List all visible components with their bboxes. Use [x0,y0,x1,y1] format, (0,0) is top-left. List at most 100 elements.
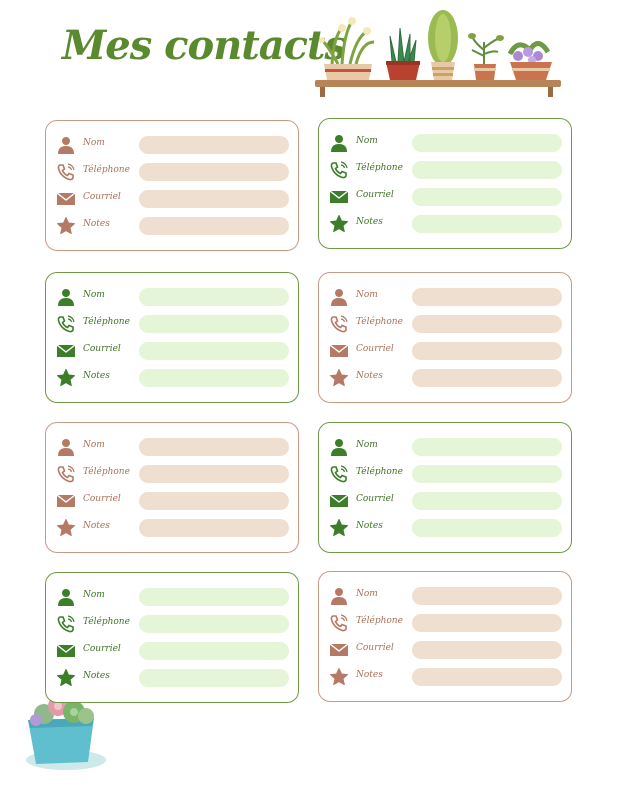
contact-row-notes: Notes [319,368,571,388]
contact-row-phone: Téléphone [46,314,298,334]
phone-field[interactable] [139,465,289,483]
star-icon [329,368,349,388]
contact-row-email: Courriel [319,341,571,361]
person-icon [329,437,349,457]
name-field[interactable] [412,134,562,152]
star-icon [56,518,76,538]
email-field[interactable] [139,642,289,660]
name-label: Nom [356,290,378,300]
contact-row-notes: Notes [319,214,571,234]
email-field[interactable] [139,190,289,208]
notes-field[interactable] [412,519,562,537]
contact-card: Nom Téléphone Courriel Notes [45,272,299,403]
person-icon [56,135,76,155]
contact-card: Nom Téléphone Courriel Notes [45,422,299,553]
notes-field[interactable] [412,215,562,233]
name-field[interactable] [412,288,562,306]
name-label: Nom [356,440,378,450]
envelope-icon [329,341,349,361]
notes-field[interactable] [412,668,562,686]
email-field[interactable] [139,342,289,360]
phone-field[interactable] [412,614,562,632]
notes-field[interactable] [139,369,289,387]
name-field[interactable] [139,438,289,456]
phone-field[interactable] [412,315,562,333]
notes-field[interactable] [139,217,289,235]
contact-row-notes: Notes [319,518,571,538]
contact-row-email: Courriel [46,641,298,661]
contact-row-email: Courriel [46,189,298,209]
phone-label: Téléphone [356,467,403,477]
page-title: Mes contacts [62,22,347,69]
phone-icon [56,464,76,484]
notes-label: Notes [83,521,110,531]
envelope-icon [56,341,76,361]
contact-card: Nom Téléphone Courriel Notes [318,571,572,702]
name-label: Nom [83,290,105,300]
phone-label: Téléphone [356,317,403,327]
notes-field[interactable] [139,519,289,537]
star-icon [329,667,349,687]
phone-field[interactable] [139,615,289,633]
phone-label: Téléphone [83,467,130,477]
contact-card: Nom Téléphone Courriel Notes [318,422,572,553]
email-field[interactable] [412,641,562,659]
notes-label: Notes [356,371,383,381]
contact-row-phone: Téléphone [319,464,571,484]
phone-field[interactable] [139,315,289,333]
contact-row-phone: Téléphone [46,614,298,634]
contact-row-phone: Téléphone [319,160,571,180]
notes-field[interactable] [139,669,289,687]
contact-card: Nom Téléphone Courriel Notes [45,572,299,703]
contact-row-phone: Téléphone [46,464,298,484]
phone-icon [56,162,76,182]
email-label: Courriel [83,494,121,504]
phone-label: Téléphone [83,165,130,175]
person-icon [329,287,349,307]
contact-row-phone: Téléphone [319,613,571,633]
star-icon [56,668,76,688]
notes-label: Notes [356,521,383,531]
notes-field[interactable] [412,369,562,387]
notes-label: Notes [83,371,110,381]
name-field[interactable] [412,587,562,605]
phone-label: Téléphone [356,616,403,626]
contact-row-name: Nom [319,133,571,153]
email-field[interactable] [139,492,289,510]
name-field[interactable] [139,136,289,154]
name-field[interactable] [139,588,289,606]
contact-row-email: Courriel [46,491,298,511]
name-label: Nom [83,440,105,450]
plant-shelf-illustration [315,10,561,97]
star-icon [329,214,349,234]
contact-row-notes: Notes [46,368,298,388]
contact-row-email: Courriel [46,341,298,361]
name-field[interactable] [412,438,562,456]
phone-icon [329,160,349,180]
email-field[interactable] [412,188,562,206]
contact-card: Nom Téléphone Courriel Notes [318,118,572,249]
envelope-icon [56,189,76,209]
phone-field[interactable] [412,465,562,483]
contact-row-email: Courriel [319,491,571,511]
star-icon [329,518,349,538]
phone-label: Téléphone [83,317,130,327]
contact-row-name: Nom [319,287,571,307]
notes-label: Notes [83,671,110,681]
email-label: Courriel [356,190,394,200]
contact-row-notes: Notes [46,668,298,688]
contact-row-phone: Téléphone [46,162,298,182]
envelope-icon [329,640,349,660]
phone-icon [329,464,349,484]
phone-field[interactable] [139,163,289,181]
phone-icon [56,614,76,634]
contact-row-name: Nom [319,586,571,606]
email-field[interactable] [412,342,562,360]
contact-row-name: Nom [319,437,571,457]
phone-field[interactable] [412,161,562,179]
phone-icon [56,314,76,334]
name-field[interactable] [139,288,289,306]
contact-row-name: Nom [46,437,298,457]
email-field[interactable] [412,492,562,510]
contact-row-name: Nom [46,287,298,307]
